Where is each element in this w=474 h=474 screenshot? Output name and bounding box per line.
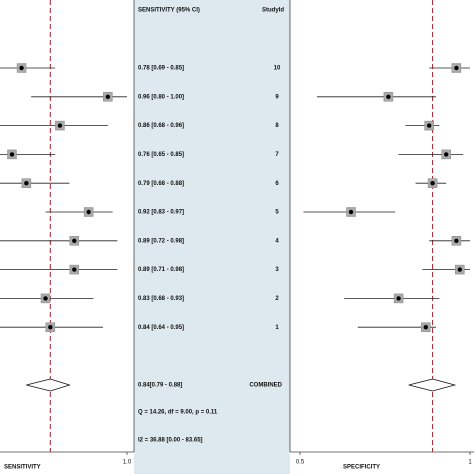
point [454,238,459,243]
sensitivity-label: 0.86 [0.68 - 0.96] [138,123,184,129]
middle-panel [134,0,290,474]
sensitivity-label: 0.89 [0.71 - 0.98] [138,267,184,273]
point [19,65,24,71]
sensitivity-label: 0.83 [0.68 - 0.93] [138,296,184,302]
x-tick-label: 1.0 [123,460,132,466]
combined-label: COMBINED [249,383,282,389]
study-id: 5 [275,210,279,216]
sensitivity-label: 0.79 [0.68 - 0.88] [138,181,184,187]
study-id: 10 [274,66,281,72]
study-id: 6 [275,181,279,187]
point [427,123,432,128]
header: SENSITIVITY (95% CI) [138,8,200,14]
point [86,209,91,215]
study-id: 7 [275,152,279,158]
sensitivity-label: 0.84 [0.64 - 0.95] [138,325,184,331]
study-id: 3 [275,267,279,273]
combined-value: 0.84[0.79 - 0.88] [138,383,182,389]
study-id: 8 [275,123,279,129]
study-id: 2 [275,296,279,302]
sensitivity-label: 0.92 [0.83 - 0.97] [138,210,184,216]
study-id: 4 [275,238,279,244]
sensitivity-label: 0.76 [0.65 - 0.85] [138,152,184,158]
point [457,267,462,272]
point [386,94,391,100]
point [24,181,29,186]
point [454,65,459,71]
point [43,296,48,301]
point [105,94,111,100]
sensitivity-label: 0.96 [0.80 - 1.00] [138,94,184,100]
study-id: 9 [275,94,279,100]
combined-diamond [408,378,457,392]
x-tick-label: 1 [468,460,472,466]
combined-diamond [26,378,71,392]
point [72,267,77,272]
point [57,123,63,128]
study-id: 1 [275,325,279,331]
stat: I2 = 36.88 [0.00 - 83.65] [138,438,203,444]
point [9,152,15,157]
axis-label: SPECIFICITY [343,465,380,471]
sensitivity-label: 0.78 [0.69 - 0.85] [138,66,184,72]
sensitivity-label: 0.89 [0.72 - 0.98] [138,238,184,244]
stat: Q = 14.26, df = 9.00, p = 0.11 [138,410,218,416]
point [72,238,77,243]
axis-label: SENSITIVITY [4,465,41,471]
point [430,181,435,186]
point [423,325,428,330]
point [444,152,449,157]
point [348,209,354,215]
header: StudyId [262,8,284,14]
point [396,296,401,301]
x-tick-label: 0.5 [296,460,305,466]
point [48,325,53,330]
